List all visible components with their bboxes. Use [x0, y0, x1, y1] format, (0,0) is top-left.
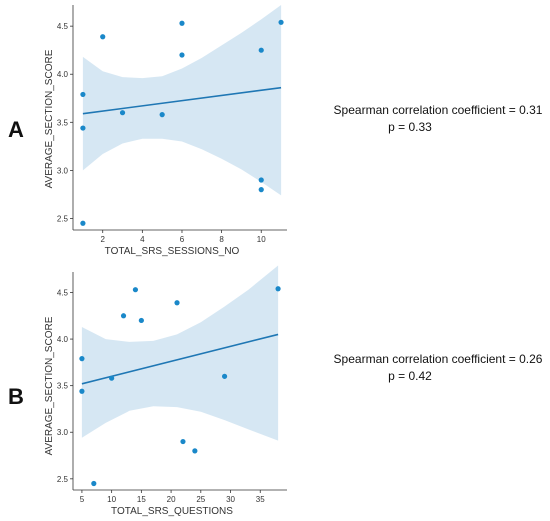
data-point	[109, 375, 115, 381]
x-tick-label: 10	[257, 235, 266, 244]
y-tick-label: 2.5	[57, 475, 69, 484]
data-point	[80, 125, 86, 131]
data-point	[91, 480, 97, 487]
x-tick-label: 6	[180, 235, 185, 244]
p-value: p = 0.33	[388, 120, 432, 134]
y-tick-label: 3.5	[57, 118, 69, 127]
data-point	[79, 356, 85, 362]
y-axis-label: AVERAGE_SECTION_SCORE	[44, 49, 55, 188]
x-tick-label: 5	[80, 495, 85, 504]
p-value: p = 0.42	[388, 369, 432, 383]
y-tick-label: 3.0	[57, 166, 69, 175]
data-point	[80, 91, 86, 98]
y-tick-label: 4.0	[57, 335, 69, 344]
confidence-band	[81, 265, 279, 441]
x-tick-label: 25	[196, 495, 205, 504]
y-tick-label: 3.5	[57, 382, 69, 391]
x-tick-label: 15	[137, 495, 146, 504]
data-point	[80, 220, 86, 226]
spearman-coefficient: Spearman correlation coefficient = 0.26	[334, 352, 543, 366]
data-point	[192, 448, 198, 454]
data-point	[119, 110, 126, 116]
x-tick-label: 2	[100, 235, 105, 244]
regression-line	[82, 86, 282, 115]
y-tick-label: 4.0	[57, 70, 69, 79]
x-tick-label: 30	[226, 495, 235, 504]
data-point	[278, 19, 284, 25]
regression-line	[81, 333, 279, 385]
data-point	[79, 388, 85, 394]
data-point	[180, 438, 186, 445]
data-point	[159, 112, 165, 118]
data-point	[258, 187, 264, 193]
x-tick-label: 10	[107, 495, 116, 504]
panel-letter: B	[8, 384, 24, 409]
y-tick-label: 2.5	[57, 214, 69, 223]
data-point	[275, 286, 281, 292]
y-tick-label: 4.5	[57, 22, 69, 31]
x-tick-label: 20	[167, 495, 176, 504]
data-point	[174, 300, 180, 306]
y-axis-label: AVERAGE_SECTION_SCORE	[44, 316, 55, 455]
data-point	[100, 34, 106, 40]
data-point	[132, 287, 139, 293]
x-tick-label: 35	[256, 495, 265, 504]
data-point	[221, 373, 228, 379]
data-point	[258, 177, 264, 183]
plot-area: 2.5 3.0 3.5 4.0 4.5 5 10 15 20 25 30 35	[57, 265, 287, 504]
panel-letter: A	[8, 117, 24, 142]
data-point	[258, 47, 264, 53]
data-point	[179, 20, 185, 26]
data-point	[138, 317, 144, 324]
y-tick-label: 4.5	[57, 288, 69, 297]
panel-b: B 2.5 3.0 3.5 4.0 4.5 5 10 15 20 25 30 35 AVERAGE_S…	[8, 265, 543, 517]
x-tick-label: 8	[219, 235, 224, 244]
data-point	[179, 52, 185, 58]
data-point	[120, 313, 127, 319]
x-tick-label: 4	[140, 235, 145, 244]
plot-area: 2.5 3.0 3.5 4.0 4.5 2 4 6 8 10	[57, 5, 287, 244]
spearman-coefficient: Spearman correlation coefficient = 0.31	[334, 103, 543, 117]
x-axis-label: TOTAL_SRS_SESSIONS_NO	[105, 246, 240, 257]
x-axis-label: TOTAL_SRS_QUESTIONS	[111, 506, 233, 517]
panel-a: A 2.5 3.0 3.5 4.0 4.5 2 4 6 8 10 AVERAGE_SECTION_…	[8, 5, 543, 257]
y-tick-label: 3.0	[57, 428, 69, 437]
